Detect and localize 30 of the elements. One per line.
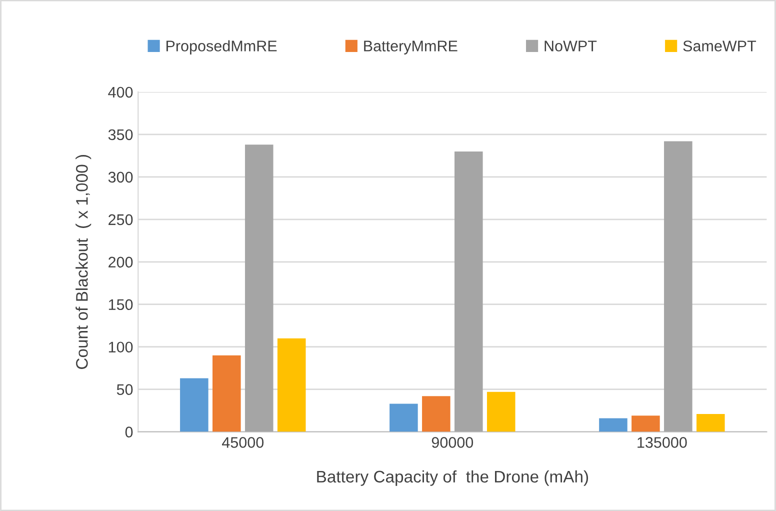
y-tick-label: 250 <box>108 214 133 226</box>
legend-label: ProposedMmRE <box>166 40 277 54</box>
bar <box>664 141 692 432</box>
bar <box>422 396 450 432</box>
legend-label: NoWPT <box>544 40 597 52</box>
x-tick-label: 45000 <box>222 437 264 448</box>
x-tick-label: 135000 <box>638 437 687 448</box>
y-tick-label: 350 <box>108 129 133 140</box>
y-tick-label: 300 <box>108 172 133 183</box>
y-axis-title: Count of Blackout ( x 1,000 ) <box>76 154 92 369</box>
bar <box>696 414 725 432</box>
y-tick-label: 400 <box>108 86 133 98</box>
bar <box>277 338 306 432</box>
y-tick-label: 200 <box>108 256 133 268</box>
y-tick-label: 0 <box>125 426 133 438</box>
bar <box>632 416 660 432</box>
bar <box>454 151 483 432</box>
bar <box>486 392 516 432</box>
y-tick-label: 50 <box>116 384 133 396</box>
y-tick-label: 150 <box>108 299 133 310</box>
legend-label: SameWPT <box>683 40 756 52</box>
legend-label: BatteryMmRE <box>364 40 458 54</box>
bar <box>212 355 241 432</box>
x-tick-label: 90000 <box>432 437 474 448</box>
bar <box>180 378 208 432</box>
x-axis-title: Battery Capacity of the Drone (mAh) <box>317 470 588 486</box>
y-tick-label: 100 <box>108 342 133 353</box>
bar <box>390 404 418 432</box>
bar <box>244 144 274 432</box>
bar <box>599 418 628 432</box>
